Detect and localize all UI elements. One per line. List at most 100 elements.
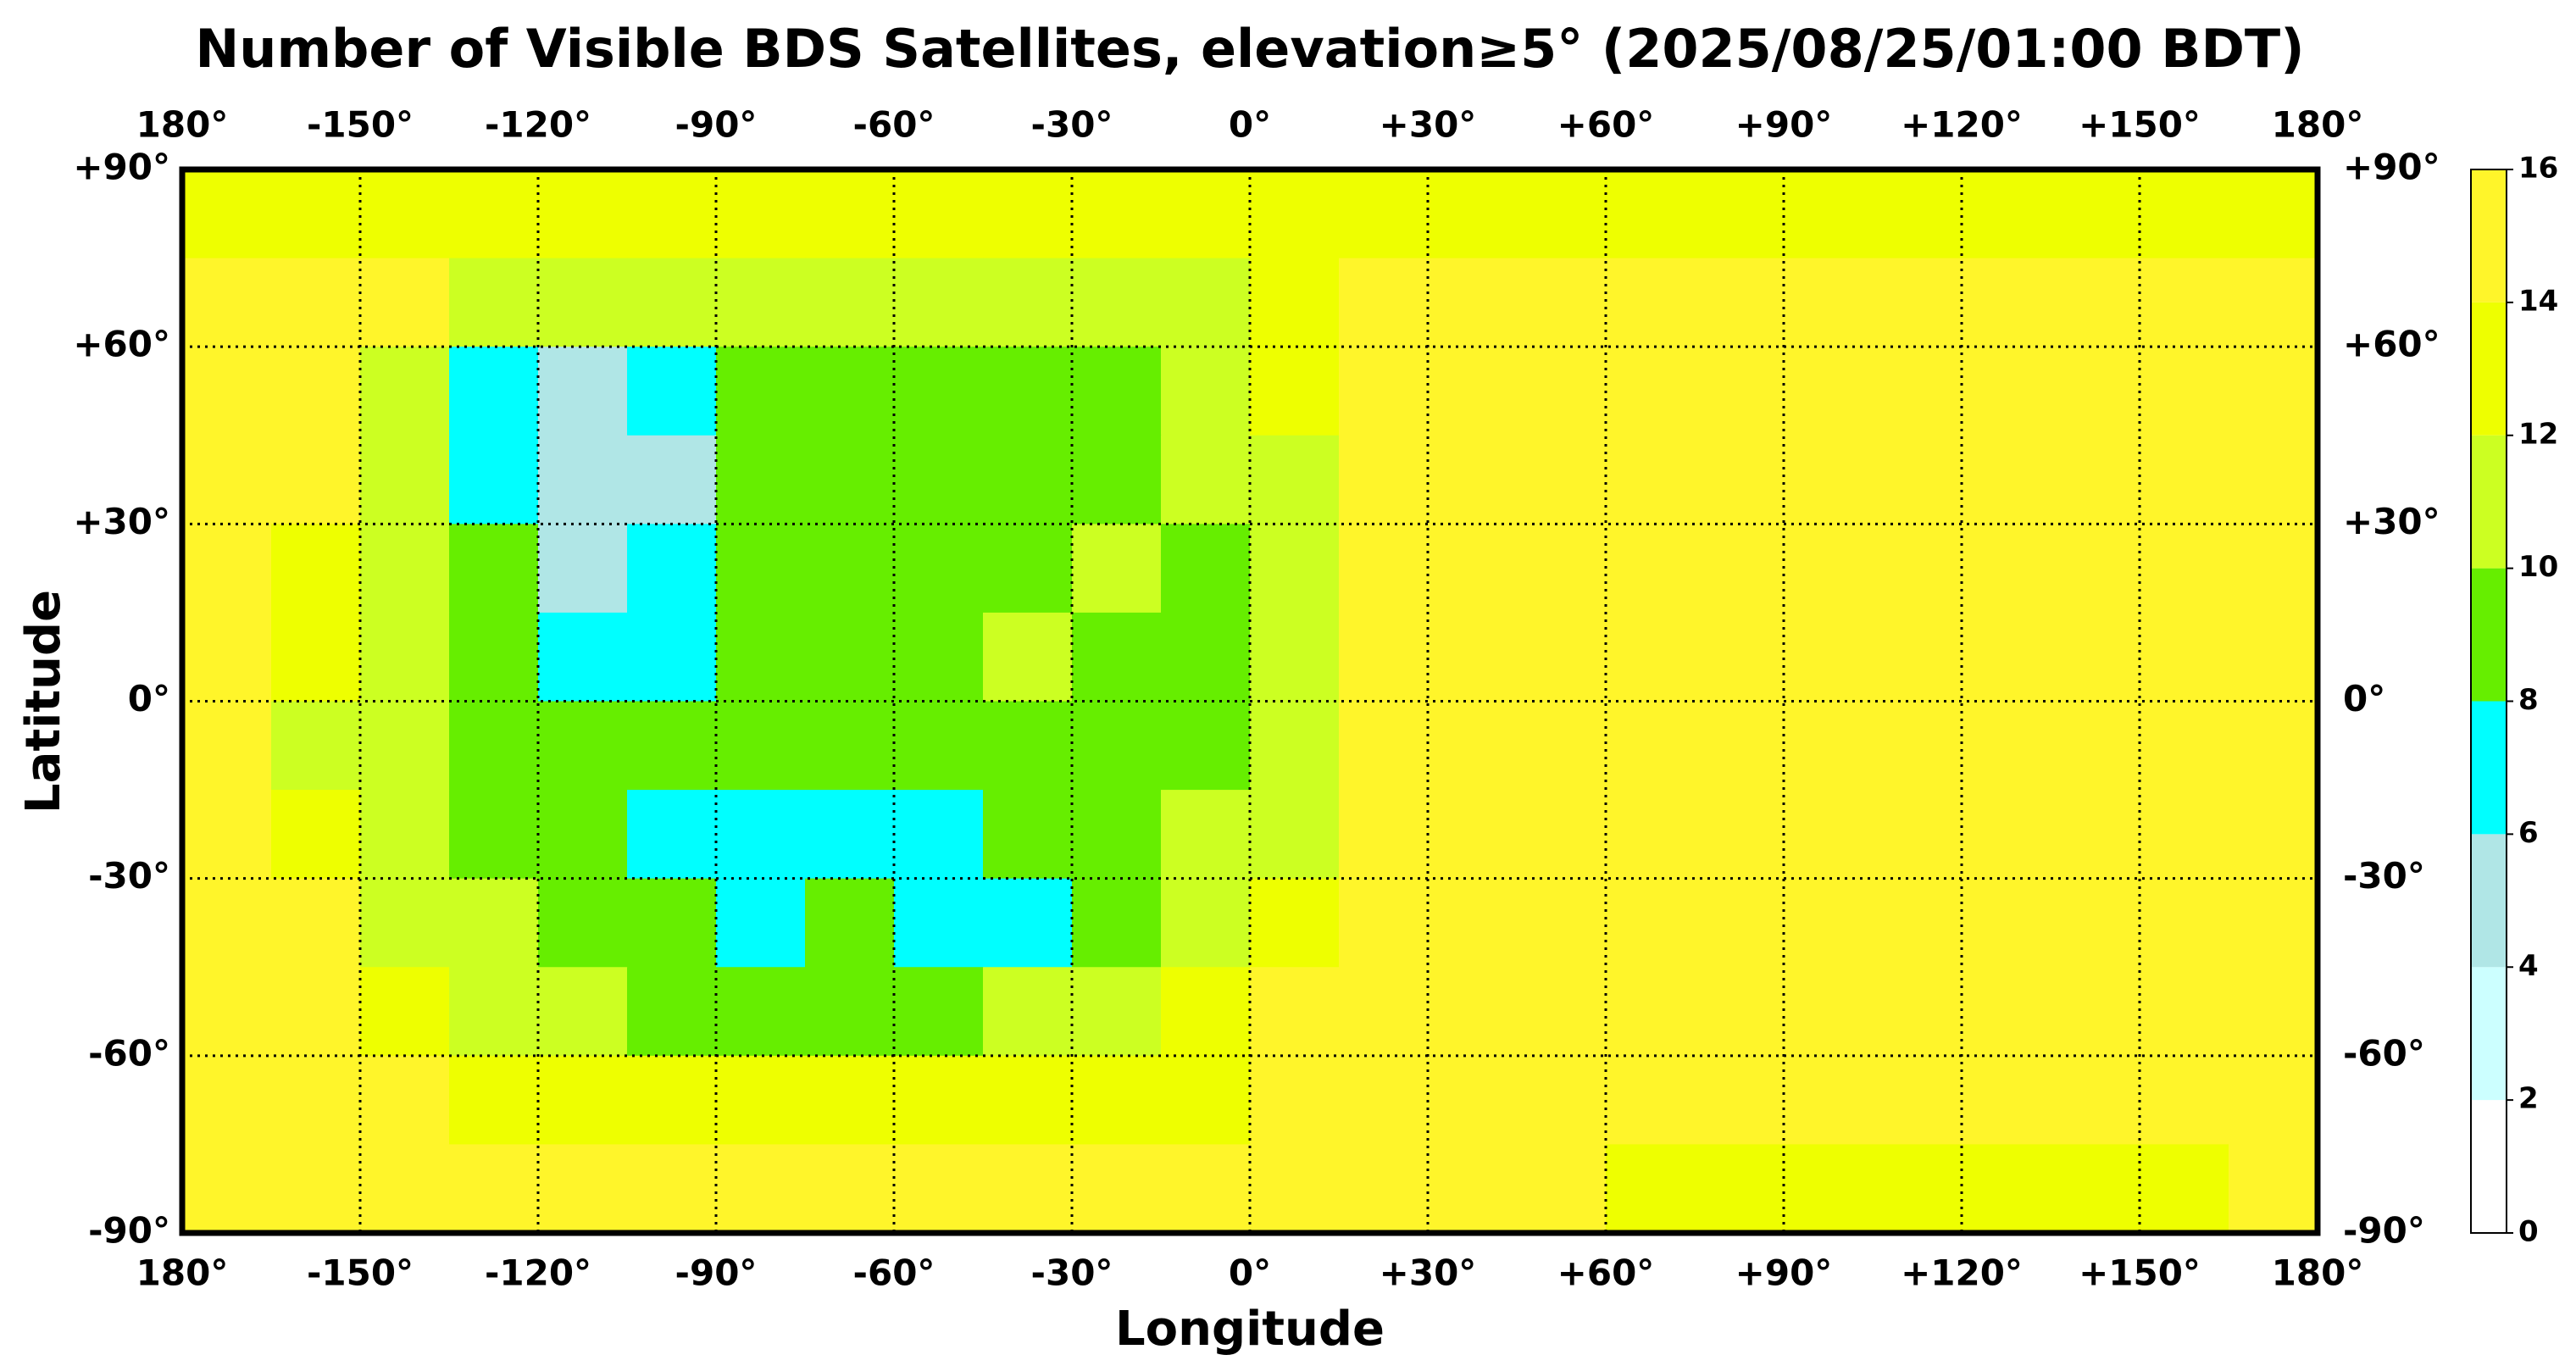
cell <box>1428 524 1518 614</box>
cell <box>1072 524 1162 614</box>
x-tick-label: +90° <box>1735 104 1833 146</box>
cell <box>1873 1144 1963 1234</box>
cell <box>1161 524 1251 614</box>
cell <box>1784 701 1874 791</box>
cell <box>983 967 1073 1057</box>
cell <box>1695 878 1785 968</box>
cell <box>1072 347 1162 436</box>
cell <box>1695 967 1785 1057</box>
cell <box>1873 1055 1963 1146</box>
cell <box>1161 701 1251 791</box>
cell <box>1784 612 1874 702</box>
cell <box>360 258 450 347</box>
y-axis-label: Latitude <box>16 590 71 813</box>
x-tick-label: -90° <box>675 104 758 146</box>
cell <box>1606 967 1696 1057</box>
cell <box>1873 435 1963 525</box>
cell <box>2051 701 2140 791</box>
cell <box>1873 169 1963 259</box>
cell <box>1517 701 1607 791</box>
cell <box>1962 701 2051 791</box>
cell <box>627 347 717 436</box>
cell <box>1873 524 1963 614</box>
cell <box>449 435 539 525</box>
cell <box>2140 701 2229 791</box>
cell <box>1784 435 1874 525</box>
y-tick-label: -60° <box>2343 1032 2425 1074</box>
x-tick-label: -60° <box>853 104 935 146</box>
cell <box>1606 790 1696 880</box>
cell <box>1962 1144 2051 1234</box>
cell <box>1072 258 1162 347</box>
x-tick-label: +150° <box>2079 1252 2201 1294</box>
x-tick-label: +120° <box>1901 1252 2023 1294</box>
cell <box>182 347 272 436</box>
cell <box>1606 878 1696 968</box>
cell <box>983 169 1073 259</box>
cell <box>716 1055 806 1146</box>
cell <box>2051 347 2140 436</box>
colorbar-segment <box>2471 834 2507 968</box>
cell <box>805 878 895 968</box>
cell <box>1517 258 1607 347</box>
cell <box>1072 169 1162 259</box>
y-tick-label: +60° <box>73 324 170 365</box>
cell <box>983 258 1073 347</box>
cell <box>894 701 984 791</box>
x-tick-label: 0° <box>1229 1252 1271 1294</box>
cell <box>716 347 806 436</box>
cell <box>538 612 628 702</box>
cell <box>716 435 806 525</box>
cell <box>894 524 984 614</box>
x-tick-label: -30° <box>1031 1252 1113 1294</box>
cell <box>1250 435 1340 525</box>
cell <box>983 1144 1073 1234</box>
y-tick-label: -30° <box>88 855 170 897</box>
cell <box>2140 524 2229 614</box>
x-tick-label: -120° <box>485 104 591 146</box>
cell <box>627 701 717 791</box>
cell <box>1339 967 1429 1057</box>
cell <box>1072 612 1162 702</box>
x-tick-label: 180° <box>136 1252 229 1294</box>
cell <box>1072 435 1162 525</box>
cell <box>1072 701 1162 791</box>
y-tick-label: +60° <box>2343 324 2440 365</box>
x-tick-label: +30° <box>1380 104 1477 146</box>
cell <box>1784 169 1874 259</box>
cell <box>716 701 806 791</box>
cell <box>182 524 272 614</box>
cell <box>1873 258 1963 347</box>
cell <box>627 169 717 259</box>
cell <box>1161 169 1251 259</box>
y-tick-label: -30° <box>2343 855 2425 897</box>
cell <box>627 790 717 880</box>
cell <box>627 524 717 614</box>
cell <box>2229 169 2318 259</box>
cell <box>894 878 984 968</box>
cell <box>1161 258 1251 347</box>
cell <box>449 701 539 791</box>
cell <box>1161 435 1251 525</box>
cell <box>1428 1055 1518 1146</box>
cell <box>894 169 984 259</box>
cell <box>1784 878 1874 968</box>
cell <box>1517 524 1607 614</box>
cell <box>1962 878 2051 968</box>
cell <box>1873 790 1963 880</box>
cell <box>271 1055 361 1146</box>
cell <box>360 169 450 259</box>
cell <box>538 967 628 1057</box>
cell <box>1606 1144 1696 1234</box>
x-tick-label: -150° <box>307 1252 414 1294</box>
cell <box>983 524 1073 614</box>
cell <box>2140 1055 2229 1146</box>
cell <box>2051 790 2140 880</box>
cell <box>1517 435 1607 525</box>
cell <box>1517 1055 1607 1146</box>
cell <box>1250 612 1340 702</box>
colorbar-tick-label: 2 <box>2518 1082 2539 1116</box>
cell <box>805 1055 895 1146</box>
cell <box>2229 612 2318 702</box>
cell <box>538 347 628 436</box>
